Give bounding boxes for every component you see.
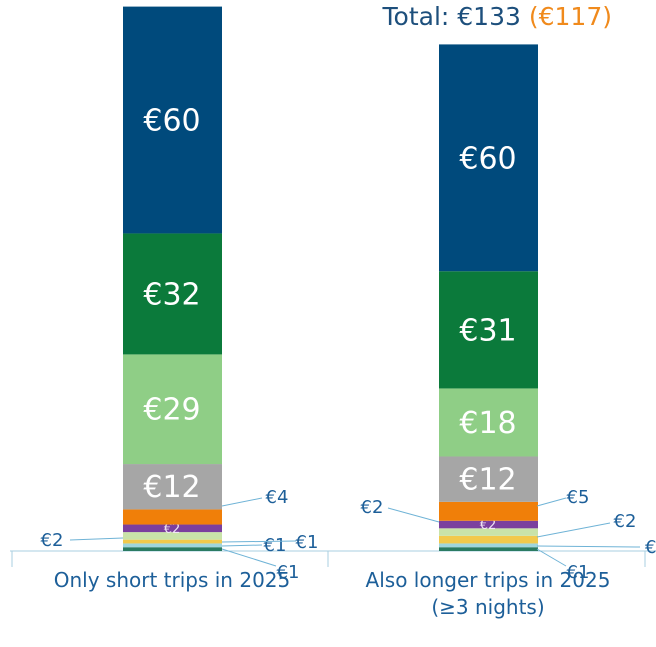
bar-segment (439, 528, 538, 536)
value-label: €29 (143, 393, 200, 428)
bar-segment (439, 520, 538, 529)
bar-segment (123, 233, 222, 355)
value-label: €2 (41, 530, 64, 551)
bar-segment (439, 456, 538, 502)
total-title: Total: €133 (€117) (382, 2, 612, 31)
bar-segment (439, 501, 538, 521)
leader-line (221, 544, 263, 547)
bar-segment (439, 535, 538, 544)
leader-line (221, 497, 263, 507)
bar-segment (439, 271, 538, 389)
value-label: €32 (143, 277, 200, 312)
bar-segment (123, 539, 222, 544)
total: Total: €133 (382, 2, 521, 31)
leader-line (69, 537, 124, 541)
value-label: €2 (164, 522, 181, 537)
value-label: €2 (614, 511, 637, 532)
value-label: €1 (567, 562, 590, 583)
value-label: €60 (143, 104, 200, 139)
value-label: €1 (277, 562, 300, 583)
leader-line (221, 548, 277, 567)
leader-line (536, 522, 611, 538)
bar-segment (439, 388, 538, 457)
value-label: €31 (459, 313, 516, 348)
bar-segment (123, 6, 222, 234)
bar-segment (123, 547, 222, 551)
leader-line (536, 545, 641, 548)
leader-line (387, 507, 440, 523)
bar-segment (123, 524, 222, 533)
value-label: €5 (567, 487, 590, 508)
bar-segment (439, 547, 538, 551)
value-label: €2 (361, 497, 384, 518)
category-label: Only short trips in 2025 (53, 568, 291, 592)
bar-segment (123, 532, 222, 540)
value-label: €2 (480, 518, 497, 533)
bar-segment (439, 543, 538, 548)
value-label: €60 (459, 141, 516, 176)
value-label: €12 (143, 470, 200, 505)
bar-segment (123, 354, 222, 465)
category-label: Also longer trips in 2025 (≥3 nights) (365, 568, 611, 619)
value-label: €12 (459, 463, 516, 498)
total-sub: (€117) (529, 2, 612, 31)
bar-segment (123, 464, 222, 510)
value-label: €18 (459, 406, 516, 441)
value-label: €1 (645, 537, 656, 558)
bar-segment (439, 44, 538, 272)
bar-segment (123, 543, 222, 548)
bar-segment (123, 509, 222, 525)
value-label: €4 (266, 487, 289, 508)
leader-line (536, 548, 567, 567)
leader-line (221, 540, 297, 543)
value-label: €1 (264, 535, 287, 556)
leader-line (536, 497, 567, 507)
value-label: €1 (296, 532, 319, 553)
